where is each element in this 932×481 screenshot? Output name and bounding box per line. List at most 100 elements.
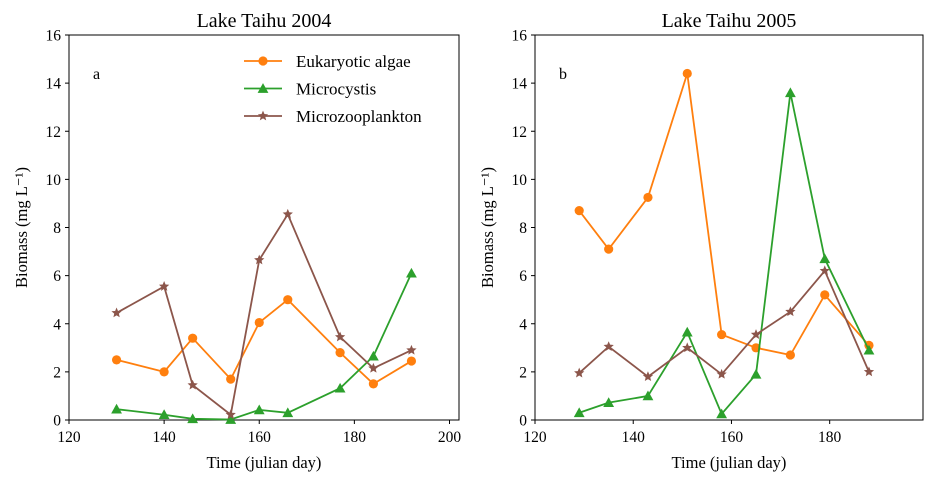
legend-label: Microcystis bbox=[296, 80, 376, 99]
x-tick-label: 200 bbox=[438, 429, 462, 446]
y-tick-label: 16 bbox=[512, 28, 528, 45]
x-tick-label: 160 bbox=[248, 429, 272, 446]
data-point bbox=[334, 382, 346, 393]
y-tick-label: 6 bbox=[519, 268, 527, 285]
data-point bbox=[863, 366, 875, 377]
legend-marker bbox=[257, 83, 269, 93]
x-tick-label: 140 bbox=[152, 429, 176, 446]
data-point bbox=[158, 409, 170, 420]
y-tick-label: 14 bbox=[46, 76, 62, 93]
data-point bbox=[573, 407, 585, 418]
data-point bbox=[603, 397, 615, 407]
chart-title: Lake Taihu 2005 bbox=[662, 10, 797, 32]
data-point bbox=[187, 379, 198, 390]
y-tick-label: 2 bbox=[53, 364, 61, 381]
data-point bbox=[282, 208, 293, 219]
series-1 bbox=[111, 295, 417, 389]
x-axis-label: Time (julian day) bbox=[672, 453, 787, 472]
data-point bbox=[750, 329, 762, 339]
y-tick-label: 10 bbox=[46, 172, 62, 189]
data-point bbox=[682, 342, 693, 353]
x-tick-label: 120 bbox=[523, 429, 547, 446]
series-2 bbox=[573, 87, 875, 419]
legend-label: Eukaryotic algae bbox=[296, 52, 411, 71]
data-point bbox=[820, 290, 830, 300]
data-point bbox=[716, 368, 727, 379]
y-tick-label: 6 bbox=[53, 268, 61, 285]
y-axis-label: Biomass (mg L⁻¹) bbox=[12, 167, 31, 288]
data-point bbox=[863, 344, 875, 355]
data-point bbox=[716, 408, 728, 419]
legend-marker bbox=[257, 110, 269, 121]
y-tick-label: 14 bbox=[512, 76, 528, 93]
y-tick-label: 0 bbox=[53, 413, 61, 430]
y-tick-label: 8 bbox=[519, 220, 527, 237]
series-line bbox=[578, 92, 870, 416]
series-line bbox=[578, 73, 870, 357]
data-point bbox=[283, 295, 293, 305]
series-line bbox=[116, 272, 413, 421]
data-point bbox=[254, 254, 265, 265]
data-point bbox=[574, 206, 584, 216]
data-point bbox=[603, 341, 614, 351]
x-axis-label: Time (julian day) bbox=[207, 453, 322, 472]
y-tick-label: 10 bbox=[512, 172, 528, 189]
x-tick-label: 120 bbox=[57, 429, 81, 446]
y-tick-label: 8 bbox=[53, 220, 61, 237]
y-tick-label: 12 bbox=[46, 124, 62, 141]
series-3 bbox=[574, 265, 875, 382]
y-tick-label: 16 bbox=[46, 28, 62, 45]
data-point bbox=[334, 331, 346, 342]
x-tick-label: 140 bbox=[622, 429, 646, 446]
data-point bbox=[111, 355, 122, 365]
data-point bbox=[717, 329, 727, 340]
data-point bbox=[335, 348, 345, 358]
data-point bbox=[225, 409, 236, 420]
data-point bbox=[682, 68, 692, 79]
y-tick-label: 2 bbox=[519, 364, 527, 381]
data-point bbox=[368, 379, 378, 389]
data-point bbox=[158, 281, 170, 291]
legend-marker bbox=[258, 56, 268, 66]
data-point bbox=[225, 414, 237, 424]
data-point bbox=[785, 350, 795, 360]
x-tick-label: 180 bbox=[818, 429, 842, 446]
series-2 bbox=[111, 267, 417, 424]
data-point bbox=[819, 253, 831, 264]
legend: Eukaryotic algae Microcystis Microzooplank… bbox=[244, 52, 422, 126]
data-point bbox=[188, 333, 198, 343]
legend-label: Microzooplankton bbox=[296, 107, 422, 126]
x-tick-label: 160 bbox=[720, 429, 744, 446]
data-point bbox=[187, 413, 199, 424]
series-line bbox=[116, 212, 412, 417]
data-point bbox=[642, 390, 654, 401]
data-point bbox=[750, 368, 762, 379]
y-axis-label: Biomass (mg L⁻¹) bbox=[478, 167, 497, 288]
data-point bbox=[681, 326, 693, 337]
x-tick-label: 180 bbox=[343, 429, 367, 446]
data-point bbox=[367, 350, 379, 361]
data-point bbox=[785, 306, 796, 317]
data-point bbox=[406, 267, 417, 278]
data-point bbox=[642, 371, 654, 382]
data-point bbox=[643, 192, 653, 203]
data-point bbox=[406, 344, 417, 355]
chart-title: Lake Taihu 2004 bbox=[197, 10, 332, 32]
data-point bbox=[574, 367, 585, 378]
data-point bbox=[784, 87, 796, 98]
chart-panel-1: Lake Taihu 2004 120 140 160 180 200 0 2 4 6 8 10 12 1… bbox=[12, 10, 461, 472]
data-point bbox=[406, 356, 417, 366]
data-point bbox=[819, 265, 830, 276]
chart-panel-2: Lake Taihu 2005 120 140 160 180 0 2 4 6 8 10 12 14 16… bbox=[478, 10, 924, 472]
y-tick-label: 4 bbox=[519, 316, 527, 333]
y-tick-label: 12 bbox=[512, 124, 528, 141]
series-3 bbox=[111, 208, 417, 420]
data-point bbox=[253, 404, 265, 415]
y-tick-label: 0 bbox=[519, 413, 527, 430]
data-point bbox=[368, 362, 379, 373]
data-point bbox=[604, 244, 614, 254]
panel-label: b bbox=[559, 66, 567, 83]
series-1 bbox=[574, 68, 874, 360]
data-point bbox=[111, 403, 122, 414]
